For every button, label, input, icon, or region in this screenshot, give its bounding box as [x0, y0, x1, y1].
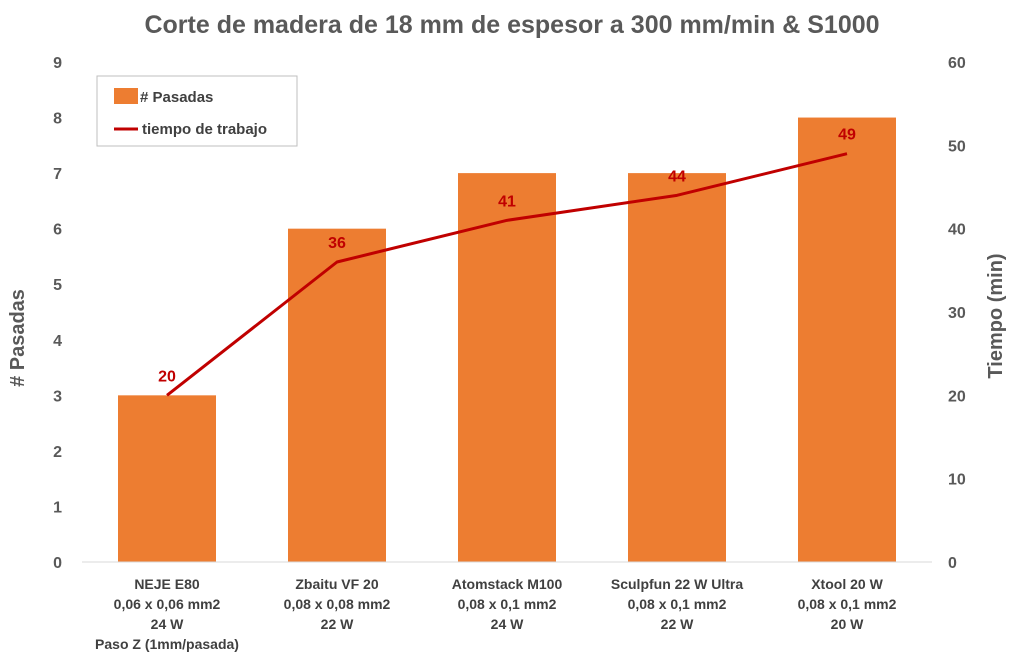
- right-tick-label: 40: [948, 222, 966, 239]
- left-tick-label: 3: [53, 388, 62, 405]
- left-tick-label: 0: [53, 555, 62, 572]
- chart-title: Corte de madera de 18 mm de espesor a 30…: [144, 11, 879, 39]
- right-tick-label: 10: [948, 472, 966, 489]
- left-tick-label: 1: [53, 499, 62, 516]
- category-label: Sculpfun 22 W Ultra 0,08 x 0,1 mm2 22 W: [611, 576, 743, 632]
- category-label: Xtool 20 W 0,08 x 0,1 mm2 20 W: [798, 576, 897, 632]
- legend: # Pasadas tiempo de trabajo: [96, 75, 298, 147]
- left-axis-title: # Pasadas: [7, 289, 29, 387]
- category-label: NEJE E80 0,06 x 0,06 mm2 24 W Paso Z (1mm/p…: [95, 576, 239, 652]
- left-tick-label: 8: [53, 111, 62, 128]
- category-label: Atomstack M100 0,08 x 0,1 mm2 24 W: [452, 576, 563, 632]
- bar: [288, 228, 386, 562]
- left-tick-label: 5: [53, 277, 62, 294]
- legend-label-line: tiempo de trabajo: [142, 121, 267, 138]
- bar: [628, 173, 726, 562]
- category-label: Zbaitu VF 20 0,08 x 0,08 mm2 22 W: [284, 576, 391, 632]
- right-axis-ticks: 0 10 20 30 40 50 60: [948, 55, 966, 572]
- line-path: [166, 152, 848, 397]
- legend-swatch-bars: [114, 88, 138, 104]
- right-tick-label: 30: [948, 305, 966, 322]
- right-tick-label: 50: [948, 138, 966, 155]
- right-tick-label: 0: [948, 555, 957, 572]
- legend-box: [96, 75, 298, 147]
- left-axis-ticks: 0 1 2 3 4 5 6 7 8 9: [53, 55, 62, 572]
- category-labels: NEJE E80 0,06 x 0,06 mm2 24 W Paso Z (1mm/p…: [95, 576, 897, 652]
- left-tick-label: 7: [53, 166, 62, 183]
- right-axis-title: Tiempo (min): [985, 253, 1007, 378]
- bar: [798, 117, 896, 563]
- line-series: 20 36 41 44 49: [158, 127, 856, 397]
- line-data-label: 44: [668, 168, 686, 185]
- left-tick-label: 4: [53, 333, 62, 350]
- bar-series: [118, 117, 896, 563]
- line-data-label: 49: [838, 127, 856, 144]
- left-tick-label: 2: [53, 444, 62, 461]
- line-data-label: 36: [328, 235, 346, 252]
- left-tick-label: 9: [53, 55, 62, 72]
- bar: [458, 173, 556, 562]
- line-data-label: 41: [498, 193, 516, 210]
- left-tick-label: 6: [53, 222, 62, 239]
- legend-label-bars: # Pasadas: [140, 89, 213, 106]
- bar: [118, 395, 216, 562]
- right-tick-label: 20: [948, 388, 966, 405]
- line-data-label: 20: [158, 368, 176, 385]
- right-tick-label: 60: [948, 55, 966, 72]
